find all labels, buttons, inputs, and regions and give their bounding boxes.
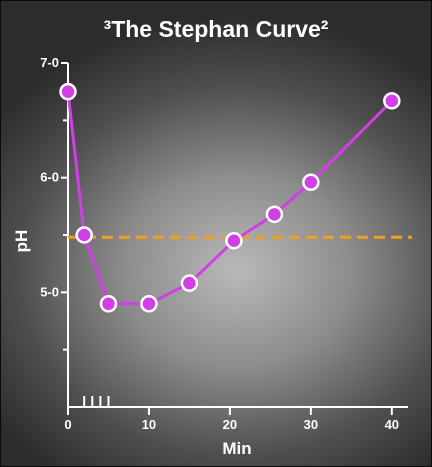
x-axis-label: Min	[222, 439, 251, 458]
x-tick-label: 0	[64, 417, 71, 432]
data-point	[383, 92, 401, 110]
x-tick-label: 20	[223, 417, 237, 432]
data-point	[140, 295, 158, 313]
data-point	[180, 274, 199, 292]
data-point	[265, 205, 284, 224]
chart-title: ³The Stephan Curve²	[104, 16, 329, 42]
x-tick-label: 30	[304, 417, 318, 432]
data-point	[302, 173, 320, 192]
data-point	[225, 231, 243, 250]
data-point	[59, 82, 77, 101]
y-tick-label: 5-0	[40, 284, 59, 299]
x-tick-label: 40	[385, 417, 399, 432]
series-line	[66, 91, 393, 306]
data-point	[75, 226, 93, 244]
axes: 7-0 6-0 5-0 0 10 20 30 40	[40, 55, 408, 432]
x-tick-label: 10	[142, 417, 156, 432]
y-tick-label: 6-0	[40, 170, 59, 185]
data-point	[99, 295, 118, 313]
y-tick-label: 7-0	[40, 55, 59, 70]
y-axis-label: pH	[12, 230, 31, 253]
series-group	[59, 82, 401, 313]
